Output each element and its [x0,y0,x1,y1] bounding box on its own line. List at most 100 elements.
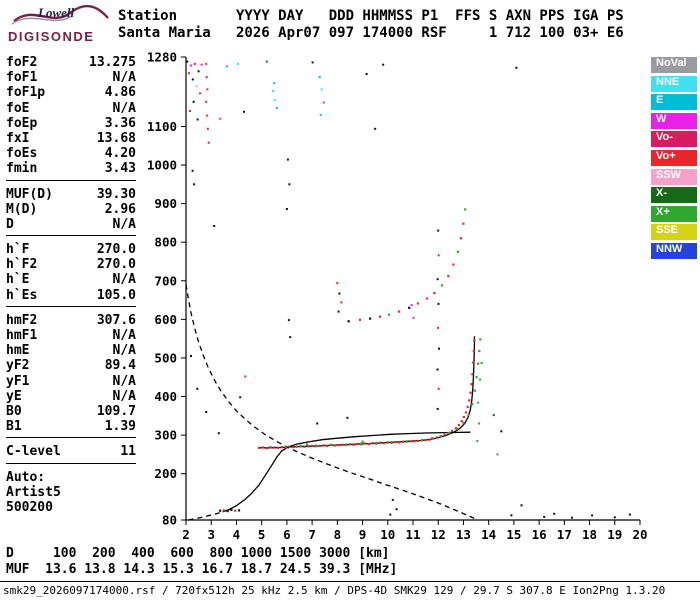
svg-text:9: 9 [359,527,367,542]
parameter-value: 4.86 [104,85,136,101]
parameter-label: yE [6,388,22,404]
parameter-value: 4.20 [104,146,136,162]
svg-text:700: 700 [154,273,177,288]
parameter-group: C-level 11 [6,444,136,464]
parameter-label: h`F2 [6,257,38,273]
parameter-label: C-level [6,444,61,460]
parameter-row: foF1p 4.86 [6,85,136,100]
parameter-label: fxI [6,130,30,146]
parameter-label: fmin [6,161,38,177]
parameter-value: 109.7 [96,403,136,419]
parameter-row: h`E N/A [6,272,136,287]
legend-item-vo-: Vo- [651,131,697,148]
svg-text:3: 3 [207,527,215,542]
color-legend: NoVal NNE E W Vo- Vo+ SSW X- X+ SSE NNW [651,57,697,262]
parameter-value: 13.275 [89,55,136,70]
header-line-1: Station YYYY DAY DDD HHMMSS P1 FFS S AXN… [118,8,624,24]
parameter-row: foEp 3.36 [6,116,136,131]
legend-item-x-: X- [651,187,697,204]
parameter-row: yF2 89.4 [6,358,136,373]
legend-item-nne: NNE [651,75,697,92]
svg-text:7: 7 [308,527,316,542]
parameter-value: N/A [112,100,136,116]
parameter-value: 89.4 [104,358,136,374]
logo-wave-icon [11,4,109,25]
parameter-group: h`F 270.0 h`F2 270.0 h`E N/A h`Es 105.0 [6,242,136,307]
svg-text:2: 2 [182,527,190,542]
svg-text:11: 11 [405,527,420,542]
svg-text:200: 200 [154,466,177,481]
parameter-group: MUF(D) 39.30 M(D) 2.96 D N/A [6,187,136,237]
parameter-row: hmF2 307.6 [6,313,136,328]
legend-item-vo+: Vo+ [651,149,697,166]
parameter-value: 105.0 [96,287,136,303]
legend-item-x+: X+ [651,205,697,222]
parameter-label: D [6,216,14,232]
parameter-value: 11 [120,444,136,460]
station-header: Station YYYY DAY DDD HHMMSS P1 FFS S AXN… [118,8,624,42]
parameter-value: 307.6 [96,312,136,328]
svg-text:13: 13 [456,527,471,542]
autoscaling-line: 500200 [6,499,53,515]
svg-text:80: 80 [162,513,177,528]
parameter-row: yE N/A [6,389,136,404]
parameter-label: foE [6,100,30,116]
svg-text:6: 6 [283,527,291,542]
parameter-row: D N/A [6,217,136,232]
parameter-value: N/A [112,70,136,86]
parameter-row: foF2 13.275 [6,55,136,70]
parameter-value: 270.0 [96,257,136,273]
parameter-label: yF1 [6,373,30,389]
parameter-value: 1.39 [104,419,136,435]
parameter-value: 3.43 [104,161,136,177]
svg-text:1000: 1000 [147,158,177,173]
svg-text:15: 15 [506,527,521,542]
svg-text:800: 800 [154,235,177,250]
parameter-value: 2.96 [104,201,136,217]
parameter-label: foF1 [6,70,38,86]
parameter-row: B0 109.7 [6,404,136,419]
svg-text:18: 18 [582,527,597,542]
autoscaling-line: Artist5 [6,484,61,500]
svg-text:12: 12 [431,527,446,542]
parameter-value: N/A [112,373,136,389]
svg-text:300: 300 [154,428,177,443]
parameter-label: foF1p [6,85,46,101]
parameter-label: B0 [6,403,22,419]
svg-text:500: 500 [154,350,177,365]
parameter-value: N/A [112,272,136,288]
parameter-label: foEs [6,146,38,162]
parameter-row: h`Es 105.0 [6,288,136,303]
header-line-2: Santa Maria 2026 Apr07 097 174000 RSF 1 … [118,25,624,41]
parameter-group: hmF2 307.6 hmF1 N/A hmE N/A yF2 89.4 yF1 N/A yE N/A… [6,313,136,439]
parameter-row: foF1 N/A [6,70,136,85]
svg-text:16: 16 [532,527,547,542]
parameter-label: h`E [6,272,30,288]
digisonde-logo: Lowell DIGISONDE [8,3,114,51]
svg-text:4: 4 [233,527,241,542]
parameter-value: 39.30 [96,186,136,202]
parameter-value: N/A [112,388,136,404]
parameter-panel: foF2 13.275 foF1 N/A foF1p 4.86 foE N/A foEp 3.36… [6,55,136,515]
parameter-value: 3.36 [104,115,136,131]
parameter-label: yF2 [6,358,30,374]
parameter-label: M(D) [6,201,38,217]
parameter-row: fxI 13.68 [6,131,136,146]
parameter-value: N/A [112,216,136,232]
status-bar: smk29_2026097174000.rsf / 720fx512h 25 k… [0,581,700,597]
parameter-label: hmF1 [6,328,38,343]
parameter-label: hmE [6,343,30,359]
parameter-row: hmF1 N/A [6,328,136,343]
parameter-label: foEp [6,115,38,131]
parameter-row: h`F 270.0 [6,242,136,257]
svg-text:1280: 1280 [147,50,177,65]
parameter-value: 13.68 [96,130,136,146]
logo-digisonde-text: DIGISONDE [8,29,95,44]
parameter-row: C-level 11 [6,444,136,459]
parameter-row: foEs 4.20 [6,146,136,161]
svg-text:20: 20 [632,527,647,542]
svg-text:600: 600 [154,312,177,327]
parameter-label: hmF2 [6,312,38,328]
legend-item-nnw: NNW [651,242,697,259]
